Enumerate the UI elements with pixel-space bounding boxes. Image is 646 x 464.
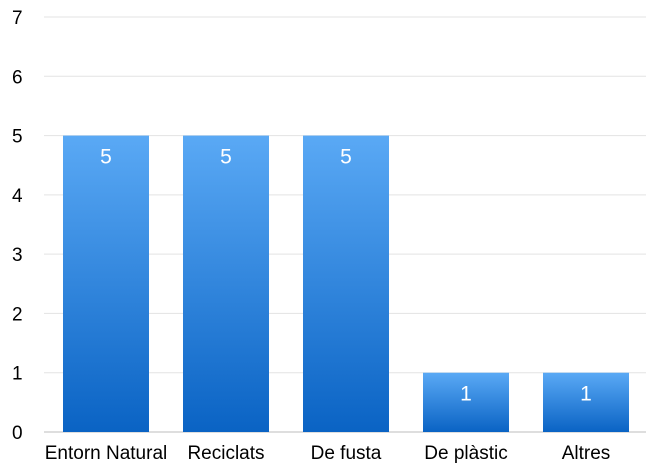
y-tick-label: 5 xyxy=(12,127,23,148)
data-label: 5 xyxy=(100,146,112,169)
bars xyxy=(63,135,629,433)
bar xyxy=(543,372,629,432)
y-tick-label: 2 xyxy=(12,304,23,325)
y-tick-label: 1 xyxy=(12,364,23,385)
y-tick-label: 7 xyxy=(12,8,23,29)
bar xyxy=(423,372,509,432)
y-tick-label: 4 xyxy=(12,186,23,207)
data-label: 1 xyxy=(460,383,472,406)
data-label: 5 xyxy=(340,146,352,169)
data-labels: 5 5 5 1 1 xyxy=(100,146,592,406)
x-category-label: Entorn Natural xyxy=(45,443,168,464)
x-axis-category-labels: Entorn Natural Reciclats De fusta De plàsti… xyxy=(45,443,611,464)
x-category-label: De fusta xyxy=(311,443,382,464)
y-tick-label: 0 xyxy=(12,423,23,444)
y-axis-tick-labels: 0 1 2 3 4 5 6 7 xyxy=(12,8,23,444)
bar xyxy=(183,135,269,433)
data-label: 5 xyxy=(220,146,232,169)
y-tick-label: 3 xyxy=(12,245,23,266)
x-category-label: De plàstic xyxy=(424,443,507,464)
x-category-label: Altres xyxy=(562,443,611,464)
bar xyxy=(303,135,389,433)
x-category-label: Reciclats xyxy=(187,443,264,464)
y-tick-label: 6 xyxy=(12,67,23,88)
data-label: 1 xyxy=(580,383,592,406)
bar xyxy=(63,135,149,433)
